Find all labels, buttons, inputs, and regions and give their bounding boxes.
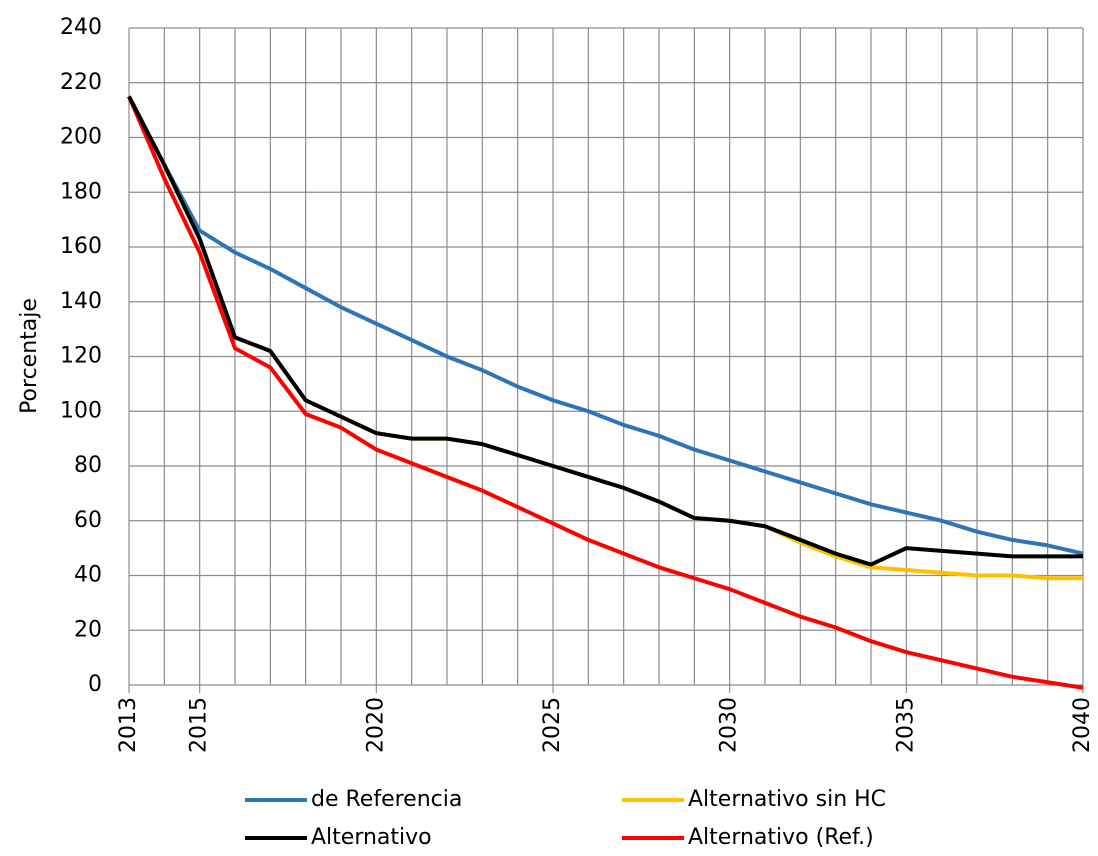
y-tick-label: 100 — [60, 398, 102, 423]
y-axis-label: Porcentaje — [17, 298, 42, 414]
legend-label: Alternativo — [311, 825, 432, 850]
x-tick-label: 2020 — [363, 697, 388, 753]
x-tick-label: 2040 — [1070, 697, 1095, 753]
x-tick-label: 2025 — [540, 697, 565, 753]
x-tick-label: 2035 — [893, 697, 918, 753]
y-tick-label: 160 — [60, 234, 102, 259]
y-tick-label: 0 — [88, 672, 102, 697]
y-tick-label: 80 — [74, 453, 102, 478]
series-line — [127, 95, 1084, 690]
y-tick-label: 200 — [60, 125, 102, 150]
y-tick-label: 240 — [60, 15, 102, 40]
series-line — [127, 95, 1083, 567]
y-tick-label: 180 — [60, 179, 102, 204]
y-tick-label: 40 — [74, 563, 102, 588]
y-tick-label: 120 — [60, 344, 102, 369]
series-line — [127, 95, 1084, 556]
y-tick-label: 20 — [74, 617, 102, 642]
x-tick-label: 2030 — [717, 697, 742, 753]
series-line — [127, 95, 1083, 581]
x-tick-label: 2013 — [116, 697, 141, 753]
y-tick-label: 60 — [74, 508, 102, 533]
legend-label: de Referencia — [311, 787, 462, 812]
y-tick-label: 220 — [60, 70, 102, 95]
legend-label: Alternativo sin HC — [688, 787, 886, 812]
legend-label: Alternativo (Ref.) — [688, 825, 874, 850]
x-tick-label: 2015 — [187, 697, 212, 753]
y-tick-label: 140 — [60, 289, 102, 314]
